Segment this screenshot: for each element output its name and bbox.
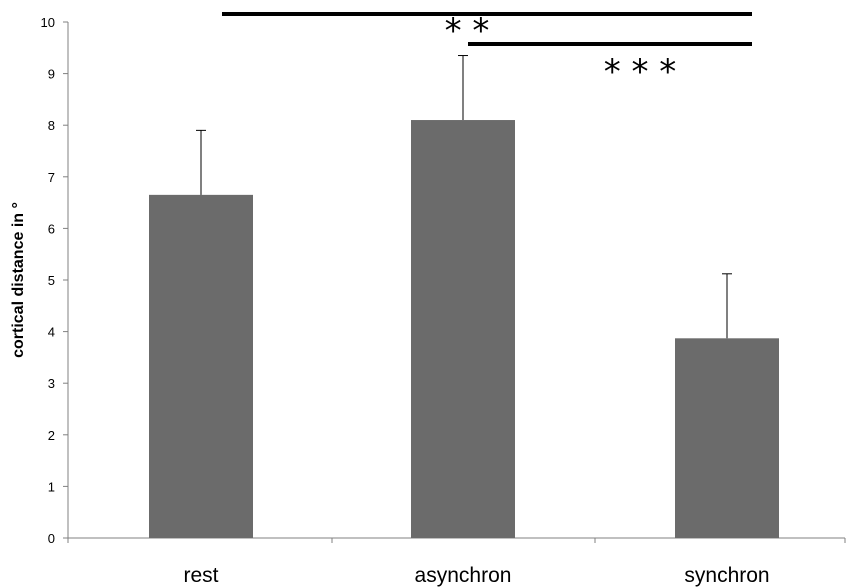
x-category-label: synchron	[684, 564, 769, 587]
y-tick-label: 9	[48, 67, 55, 82]
y-tick-label: 10	[41, 15, 55, 30]
bar-rest	[149, 194, 253, 539]
y-tick-label: 5	[48, 273, 55, 288]
bars-group: rest asynchron synchron	[149, 55, 779, 587]
x-category-label: asynchron	[415, 564, 512, 587]
y-tick-label: 0	[48, 531, 55, 546]
significance-group: * ** * *	[222, 11, 752, 92]
y-tick-label: 2	[48, 428, 55, 443]
significance-stars: * * *	[604, 52, 677, 92]
y-tick-label: 7	[48, 170, 55, 185]
x-category-label: rest	[183, 564, 218, 587]
bar-synchron	[675, 338, 779, 538]
y-tick-label: 6	[48, 221, 55, 236]
y-tick-label: 8	[48, 118, 55, 133]
y-tick-label: 3	[48, 376, 55, 391]
bar-asynchron	[411, 120, 515, 538]
y-tick-label: 1	[48, 479, 55, 494]
y-axis-label: cortical distance in °	[10, 202, 27, 358]
y-tick-label: 4	[48, 325, 55, 340]
